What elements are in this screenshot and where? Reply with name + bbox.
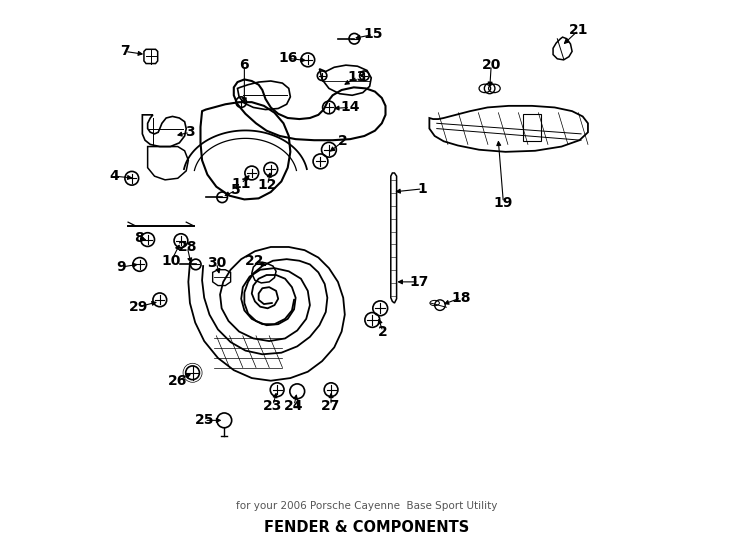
Text: 28: 28 xyxy=(178,240,197,254)
Text: 16: 16 xyxy=(278,51,297,65)
Text: 5: 5 xyxy=(231,184,241,198)
Text: 23: 23 xyxy=(264,399,283,413)
Text: 11: 11 xyxy=(231,177,251,191)
Text: 7: 7 xyxy=(120,44,130,58)
Text: 17: 17 xyxy=(409,275,429,289)
Text: 12: 12 xyxy=(258,178,277,192)
Text: 2: 2 xyxy=(378,325,388,339)
Text: 6: 6 xyxy=(239,58,249,72)
Text: 24: 24 xyxy=(284,399,304,413)
Text: for your 2006 Porsche Cayenne  Base Sport Utility: for your 2006 Porsche Cayenne Base Sport… xyxy=(236,501,498,511)
Text: 1: 1 xyxy=(418,182,427,196)
Text: 22: 22 xyxy=(245,254,265,268)
Text: 2: 2 xyxy=(338,134,348,149)
Text: 29: 29 xyxy=(129,300,148,314)
Text: 4: 4 xyxy=(109,169,119,183)
Text: 15: 15 xyxy=(363,28,383,42)
Text: 20: 20 xyxy=(482,58,501,72)
Text: 26: 26 xyxy=(168,374,187,388)
Text: 14: 14 xyxy=(341,100,360,114)
Text: 19: 19 xyxy=(494,195,513,210)
Text: 18: 18 xyxy=(451,291,470,305)
Text: 3: 3 xyxy=(185,125,195,139)
Text: 30: 30 xyxy=(207,256,226,270)
Text: 10: 10 xyxy=(161,254,181,268)
Text: 9: 9 xyxy=(117,260,126,274)
Text: 27: 27 xyxy=(321,399,341,413)
Text: 13: 13 xyxy=(348,70,367,84)
Text: FENDER & COMPONENTS: FENDER & COMPONENTS xyxy=(264,519,470,535)
Text: 8: 8 xyxy=(134,231,144,245)
Text: 25: 25 xyxy=(195,413,214,427)
Text: 21: 21 xyxy=(569,23,588,37)
